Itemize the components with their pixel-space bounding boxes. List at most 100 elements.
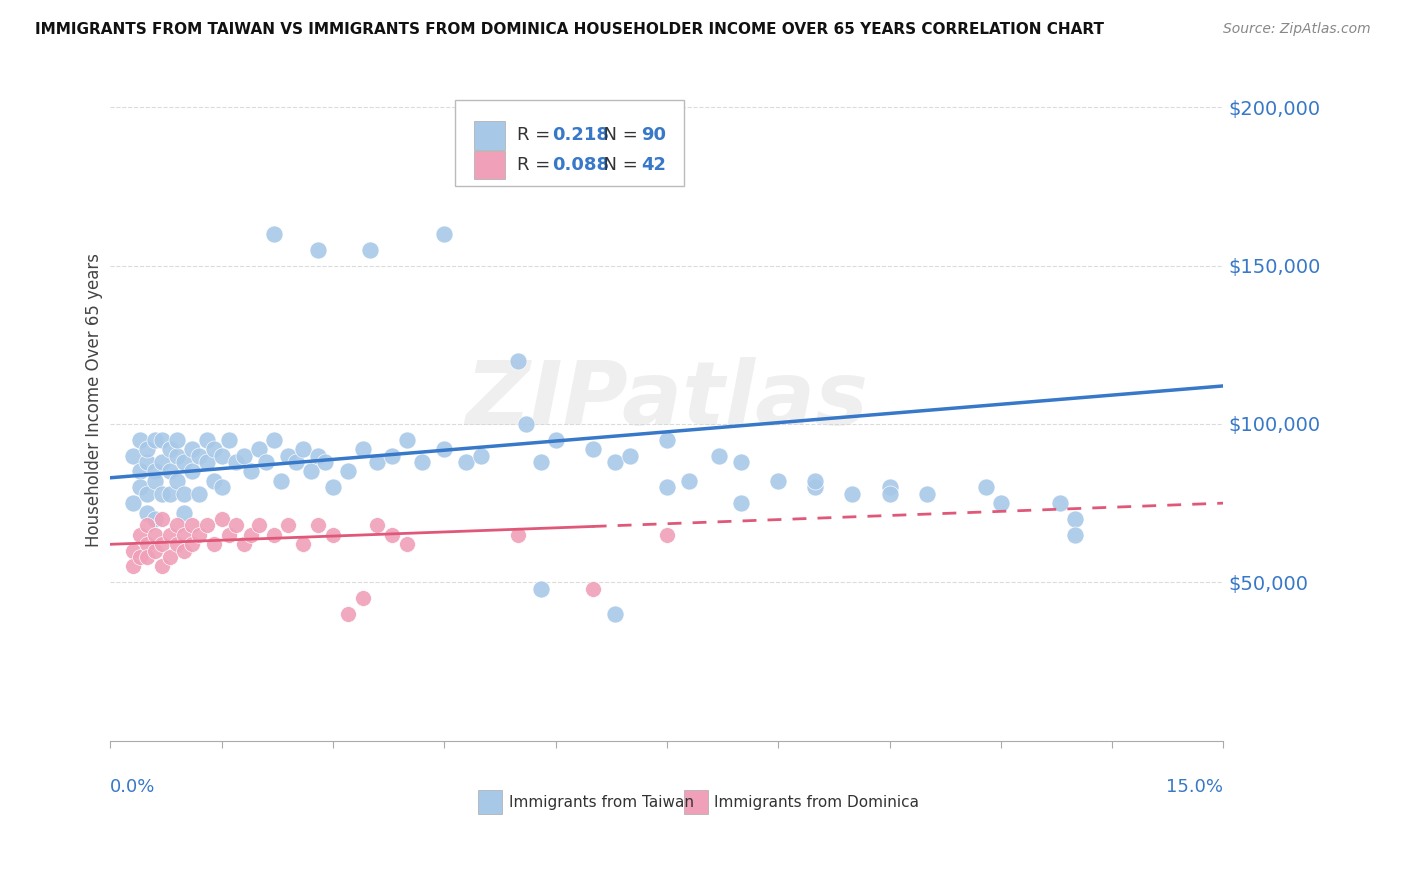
Point [247,518,270,533]
Text: N =: N = [592,126,644,145]
Point [143,528,166,542]
Point [366,518,388,533]
Text: 15.0%: 15.0% [1167,778,1223,797]
Point [180,465,202,479]
Point [411,455,433,469]
Point [433,442,456,457]
Point [129,549,152,564]
Point [129,465,152,479]
Point [433,227,456,241]
Point [159,442,181,457]
Point [508,353,530,368]
Text: R =: R = [516,126,555,145]
Point [232,537,254,551]
Text: 0.088: 0.088 [553,156,609,174]
Point [730,496,752,510]
Point [315,455,337,469]
Point [879,480,901,494]
FancyBboxPatch shape [456,101,683,186]
Point [263,433,285,447]
Point [270,474,292,488]
Point [247,442,270,457]
Point [307,518,329,533]
Point [263,227,285,241]
Point [121,559,143,574]
Point [136,455,159,469]
Point [136,506,159,520]
Point [530,455,553,469]
Point [150,559,173,574]
Text: R =: R = [516,156,555,174]
Text: Immigrants from Taiwan: Immigrants from Taiwan [509,795,693,810]
Text: Source: ZipAtlas.com: Source: ZipAtlas.com [1223,22,1371,37]
Point [322,480,344,494]
Point [299,465,322,479]
Point [381,449,404,463]
Point [195,518,218,533]
Point [879,486,901,500]
Point [143,543,166,558]
Point [121,496,143,510]
Point [603,607,626,621]
Point [143,433,166,447]
Point [202,537,225,551]
Point [211,449,233,463]
Point [655,480,678,494]
Point [730,455,752,469]
Point [655,528,678,542]
Point [150,486,173,500]
Text: 90: 90 [641,126,666,145]
Point [381,528,404,542]
Point [166,537,188,551]
Y-axis label: Householder Income Over 65 years: Householder Income Over 65 years [86,253,103,547]
Point [284,455,307,469]
Point [974,480,997,494]
Point [990,496,1012,510]
Point [188,449,211,463]
Point [166,474,188,488]
FancyBboxPatch shape [683,790,709,814]
Point [159,528,181,542]
Point [352,591,374,606]
Point [582,442,605,457]
Point [396,433,419,447]
FancyBboxPatch shape [474,151,505,179]
Point [129,528,152,542]
Point [159,465,181,479]
Point [180,537,202,551]
Point [336,607,359,621]
Point [150,433,173,447]
Point [359,243,381,257]
Point [804,480,827,494]
Point [136,549,159,564]
Point [508,528,530,542]
Point [530,582,553,596]
Point [150,455,173,469]
Point [143,474,166,488]
Point [456,455,478,469]
Text: 0.218: 0.218 [553,126,609,145]
Point [202,442,225,457]
Point [619,449,641,463]
Point [254,455,277,469]
Point [307,243,329,257]
Point [129,433,152,447]
Point [188,528,211,542]
Point [173,543,195,558]
Point [322,528,344,542]
Point [603,455,626,469]
Point [582,582,605,596]
Point [240,465,263,479]
Point [173,455,195,469]
Point [544,433,567,447]
Point [915,486,938,500]
Text: ZIPatlas: ZIPatlas [465,357,869,443]
Point [180,518,202,533]
Point [136,442,159,457]
Point [195,433,218,447]
Point [150,512,173,526]
Point [232,449,254,463]
Point [225,518,247,533]
Point [277,518,299,533]
Point [195,455,218,469]
